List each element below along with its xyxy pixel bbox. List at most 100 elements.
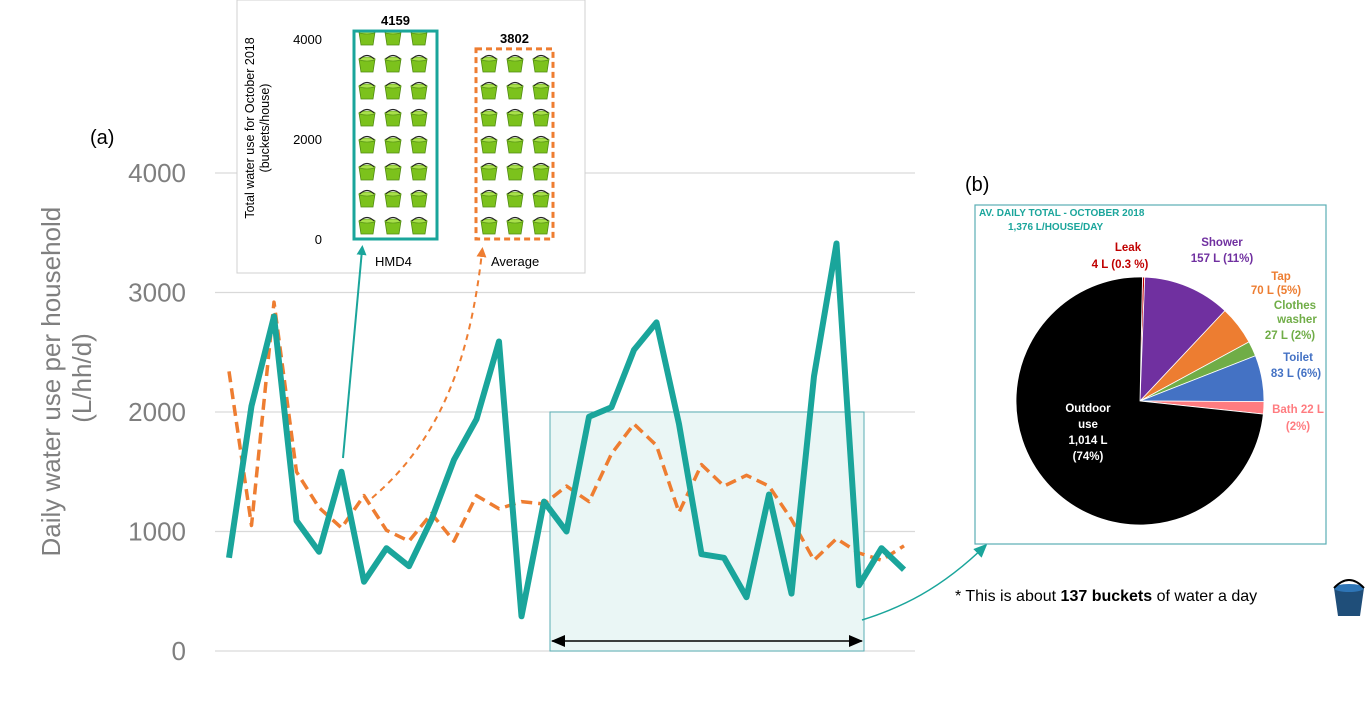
pie-label-outdoor-use: use (1078, 419, 1098, 431)
panel-b-connector-arrow (861, 543, 988, 621)
bucket-glyph (480, 216, 498, 235)
bucket-glyph (358, 135, 376, 154)
bucket-glyph (532, 108, 550, 127)
bucket-glyph (358, 108, 376, 127)
pie-label-outdoor-use: (74%) (1073, 451, 1104, 463)
y-tick-label: 3000 (128, 278, 186, 308)
bucket-glyph (506, 54, 524, 73)
bar-average (474, 47, 555, 241)
inset-bar-chart: Total water use for October 2018(buckets… (236, 0, 586, 274)
inset-y-ticks: 0 2000 4000 (293, 32, 322, 247)
bucket-glyph (532, 81, 550, 100)
footnote-bold: 137 buckets (1060, 588, 1153, 605)
bucket-glyph (384, 216, 402, 235)
bucket-glyph (358, 54, 376, 73)
pie-label-toilet: Toilet (1283, 352, 1313, 364)
bar-category-label: HMD4 (375, 254, 412, 269)
bucket-glyph (532, 135, 550, 154)
pie-label-clothes-washer: washer (1276, 314, 1317, 326)
pie-label-toilet: 83 L (6%) (1271, 368, 1321, 380)
pie-label-clothes-washer: 27 L (2%) (1265, 330, 1315, 342)
footnote-prefix: * This is about (955, 588, 1057, 605)
series-line-hmd4 (226, 240, 907, 620)
bucket-glyph (506, 189, 524, 208)
bucket-glyph (384, 81, 402, 100)
bucket-glyph (480, 189, 498, 208)
bucket-glyph (480, 81, 498, 100)
pie-label-tap: 70 L (5%) (1251, 285, 1301, 297)
pie-label-leak: Leak (1115, 242, 1142, 254)
bucket-glyph (480, 108, 498, 127)
bucket-glyph (506, 162, 524, 181)
bucket-icon (1333, 579, 1365, 616)
pie-label-tap: Tap (1271, 271, 1291, 283)
bar-hmd4 (352, 29, 439, 241)
pie-labels: Leak 4 L (0.3 %) Shower 157 L (11%) Tap 70 L … (1065, 237, 1324, 463)
panel-b-title-line1: AV. DAILY TOTAL - OCTOBER 2018 (979, 208, 1145, 219)
bucket-glyph (358, 162, 376, 181)
y-tick-label: 1000 (128, 517, 186, 547)
bucket-glyph (358, 216, 376, 235)
pie-label-leak: 4 L (0.3 %) (1092, 259, 1149, 271)
average-connector-arrow (371, 247, 487, 499)
bar-value-label: 3802 (500, 31, 529, 46)
pie-slice-shower (1139, 276, 1226, 403)
bucket-glyph (358, 81, 376, 100)
bucket-glyph (384, 189, 402, 208)
pie-label-bath: Bath 22 L (1272, 404, 1324, 416)
hmd4-connector-arrow (342, 245, 367, 459)
pie-label-bath: (2%) (1286, 421, 1310, 433)
bucket-glyph (480, 162, 498, 181)
pie-label-outdoor-use: Outdoor (1065, 403, 1111, 415)
bucket-glyph (410, 108, 428, 127)
bucket-glyph (506, 108, 524, 127)
series-lines (226, 240, 907, 620)
footnote-suffix: of water a day (1156, 588, 1258, 605)
highlight-region (549, 411, 865, 652)
inset-y-tick-label: 4000 (293, 32, 322, 47)
bucket-glyph (384, 135, 402, 154)
pie-slice-outdoor-use (1015, 276, 1264, 526)
pie-label-clothes-washer: Clothes (1274, 300, 1316, 312)
pie-label-outdoor-use: 1,014 L (1069, 435, 1108, 447)
bucket-glyph (532, 54, 550, 73)
bucket-glyph (480, 135, 498, 154)
panel-b-title-line2: 1,376 L/HOUSE/DAY (1008, 222, 1104, 233)
pie-label-shower: 157 L (11%) (1191, 253, 1254, 265)
y-tick-label: 2000 (128, 397, 186, 427)
panel-a-line-chart: 0 1000 2000 3000 4000 (a) Daily water use pe… (36, 127, 915, 666)
bucket-glyph (410, 162, 428, 181)
y-tick-label: 4000 (128, 158, 186, 188)
bucket-glyph (480, 54, 498, 73)
panel-b-pie-chart: (b) AV. DAILY TOTAL - OCTOBER 2018 1,376… (965, 174, 1327, 545)
bucket-glyph (410, 216, 428, 235)
bucket-glyph (384, 108, 402, 127)
bucket-glyph (410, 135, 428, 154)
inset-y-label-line1: Total water use for October 2018 (243, 37, 257, 218)
bucket-glyph (358, 189, 376, 208)
bucket-glyph (410, 54, 428, 73)
inset-frame (236, 0, 586, 274)
inset-y-tick-label: 2000 (293, 132, 322, 147)
bucket-glyph (532, 189, 550, 208)
panel-a-label: (a) (90, 127, 114, 149)
bucket-glyph (506, 216, 524, 235)
bar-value-label: 4159 (381, 13, 410, 28)
bucket-glyph (506, 135, 524, 154)
bucket-glyph (384, 54, 402, 73)
series-line-average (227, 300, 905, 562)
bucket-glyph (410, 81, 428, 100)
inset-y-axis-label: Total water use for October 2018(buckets… (243, 37, 272, 218)
bar-category-label: Average (491, 254, 539, 269)
y-tick-label: 0 (172, 636, 186, 666)
inset-y-label-line2: (buckets/house) (258, 84, 272, 173)
y-axis-label: Daily water use per household (L/hh/d) (36, 200, 97, 557)
panel-b-label: (b) (965, 174, 989, 196)
inset-bars: 4159 HMD4 3802 Average (352, 13, 555, 269)
y-axis-label-line2: (L/hh/d) (67, 333, 97, 423)
inset-y-tick-label: 0 (315, 232, 322, 247)
bucket-glyph (532, 162, 550, 181)
y-axis-label-line1: Daily water use per household (36, 207, 66, 557)
y-axis-ticks: 0 1000 2000 3000 4000 (128, 158, 186, 666)
